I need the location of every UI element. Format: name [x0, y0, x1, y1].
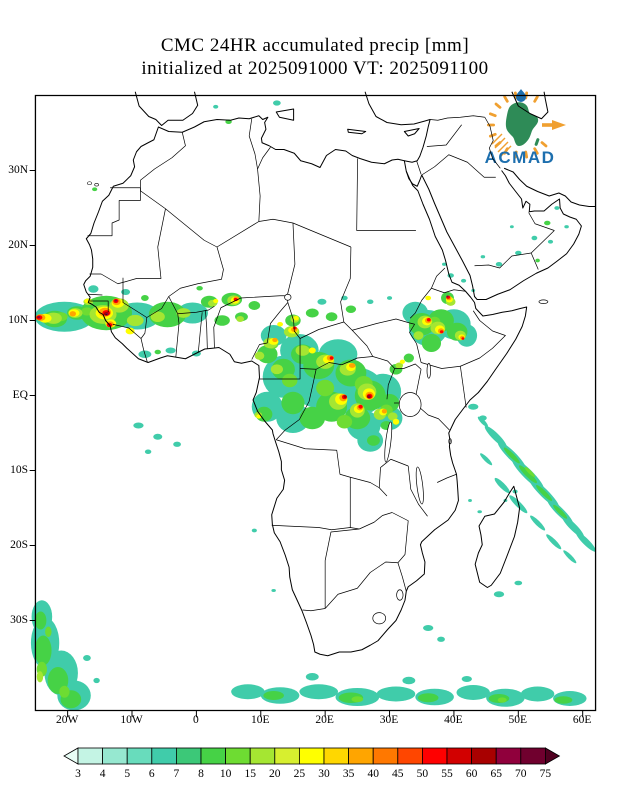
swaziland-border [396, 589, 402, 600]
colorbar-segment-5 [126, 747, 153, 765]
colorbar-segment-3 [77, 747, 104, 765]
colorbar-label-8: 8 [198, 768, 204, 780]
canary-island-2 [94, 183, 98, 186]
colorbar-label-30: 30 [318, 768, 330, 780]
colorbar-segment-4 [102, 747, 128, 765]
colorbar-label-10: 10 [219, 768, 232, 780]
colorbar-segment-50 [421, 747, 448, 765]
colorbar-label-70: 70 [515, 768, 527, 780]
colorbar-segment-45 [397, 747, 423, 765]
crete-coastline [347, 129, 365, 133]
socotra-island [538, 299, 547, 303]
colorbar-segment-15 [249, 747, 276, 765]
colorbar-label-60: 60 [465, 768, 478, 780]
arabia-coastline [406, 170, 581, 299]
sicily-coastline [276, 108, 293, 119]
map-canvas [29, 88, 602, 718]
colorbar-arrow-high [545, 747, 561, 765]
colorbar-label-3: 3 [75, 768, 81, 780]
lesotho-border [372, 612, 385, 623]
colorbar-arrow-low [63, 747, 79, 765]
turkey-levant-coastline [365, 91, 430, 162]
zanzibar-island [448, 438, 451, 443]
y-axis-label-20S: 20S [10, 539, 28, 551]
y-axis-label-10S: 10S [10, 464, 28, 476]
colorbar [63, 747, 561, 765]
y-axis-label-30N: 30N [8, 164, 28, 176]
colorbar-label-20: 20 [269, 768, 281, 780]
colorbar-segment-35 [348, 747, 374, 765]
lake-victoria [399, 392, 421, 416]
colorbar-segment-7 [175, 747, 202, 765]
hatch-lines-icon [491, 133, 512, 157]
map-title-line1: CMC 24HR accumulated precip [mm] [160, 35, 470, 56]
africa-globe-icon [505, 102, 539, 146]
cyprus-coastline [404, 128, 419, 136]
colorbar-label-40: 40 [367, 768, 379, 780]
colorbar-label-7: 7 [173, 768, 180, 780]
colorbar-label-75: 75 [539, 768, 552, 780]
colorbar-segment-25 [298, 747, 325, 765]
colorbar-segment-40 [372, 747, 399, 765]
y-axis-label-20N: 20N [8, 239, 28, 251]
colorbar-segment-55 [446, 747, 473, 765]
colorbar-label-25: 25 [293, 768, 306, 780]
acmad-logo: ACMAD [464, 88, 582, 188]
map-title: CMC 24HR accumulated precip [mm] initial… [0, 34, 618, 80]
madagascar-coastline [475, 486, 519, 587]
colorbar-label-50: 50 [416, 768, 429, 780]
caspian-coastline [511, 91, 547, 118]
colorbar-label-5: 5 [124, 768, 131, 780]
lake-chad [284, 294, 290, 300]
colorbar-label-35: 35 [342, 768, 355, 780]
colorbar-segment-30 [323, 747, 350, 765]
colorbar-label-15: 15 [244, 768, 256, 780]
madagascar-icon [534, 138, 540, 146]
africa-coastline [83, 115, 526, 655]
colorbar-label-65: 65 [490, 768, 502, 780]
colorbar-segment-6 [151, 747, 177, 765]
lakes-layer [284, 294, 430, 504]
y-axis-label-10N: 10N [8, 314, 28, 326]
tick-marks [29, 170, 582, 717]
colorbar-segment-65 [495, 747, 522, 765]
arrow-icon [552, 120, 566, 130]
colorbar-segment-60 [471, 747, 497, 765]
precip-layer [30, 99, 596, 710]
acmad-logo-text: ACMAD [484, 148, 556, 167]
colorbar-segment-10 [225, 747, 251, 765]
colorbar-segment-70 [520, 747, 546, 765]
y-axis-label-EQ: EQ [12, 389, 28, 401]
colorbar-label-55: 55 [441, 768, 453, 780]
arrow-tail-icon [542, 123, 552, 127]
colorbar-labels: 3 4 5 6 7 8 10 15 20 25 30 35 40 45 50 55 60 65 70 75 [0, 768, 618, 784]
colorbar-label-6: 6 [148, 768, 155, 780]
iran-coastline [504, 168, 595, 206]
lake-turkana [427, 363, 431, 378]
colorbar-label-4: 4 [99, 768, 106, 780]
lake-malawi [414, 466, 424, 504]
colorbar-segment-8 [200, 747, 227, 765]
lake-tanganyika [383, 421, 393, 462]
y-axis-label-30S: 30S [10, 614, 28, 626]
colorbar-segment-20 [274, 747, 300, 765]
map-frame [35, 95, 595, 710]
map-title-line2: initialized at 2025091000 VT: 2025091100 [141, 58, 489, 79]
colorbar-label-45: 45 [392, 768, 404, 780]
iberia-coastline [135, 91, 197, 125]
canary-island [87, 181, 92, 184]
